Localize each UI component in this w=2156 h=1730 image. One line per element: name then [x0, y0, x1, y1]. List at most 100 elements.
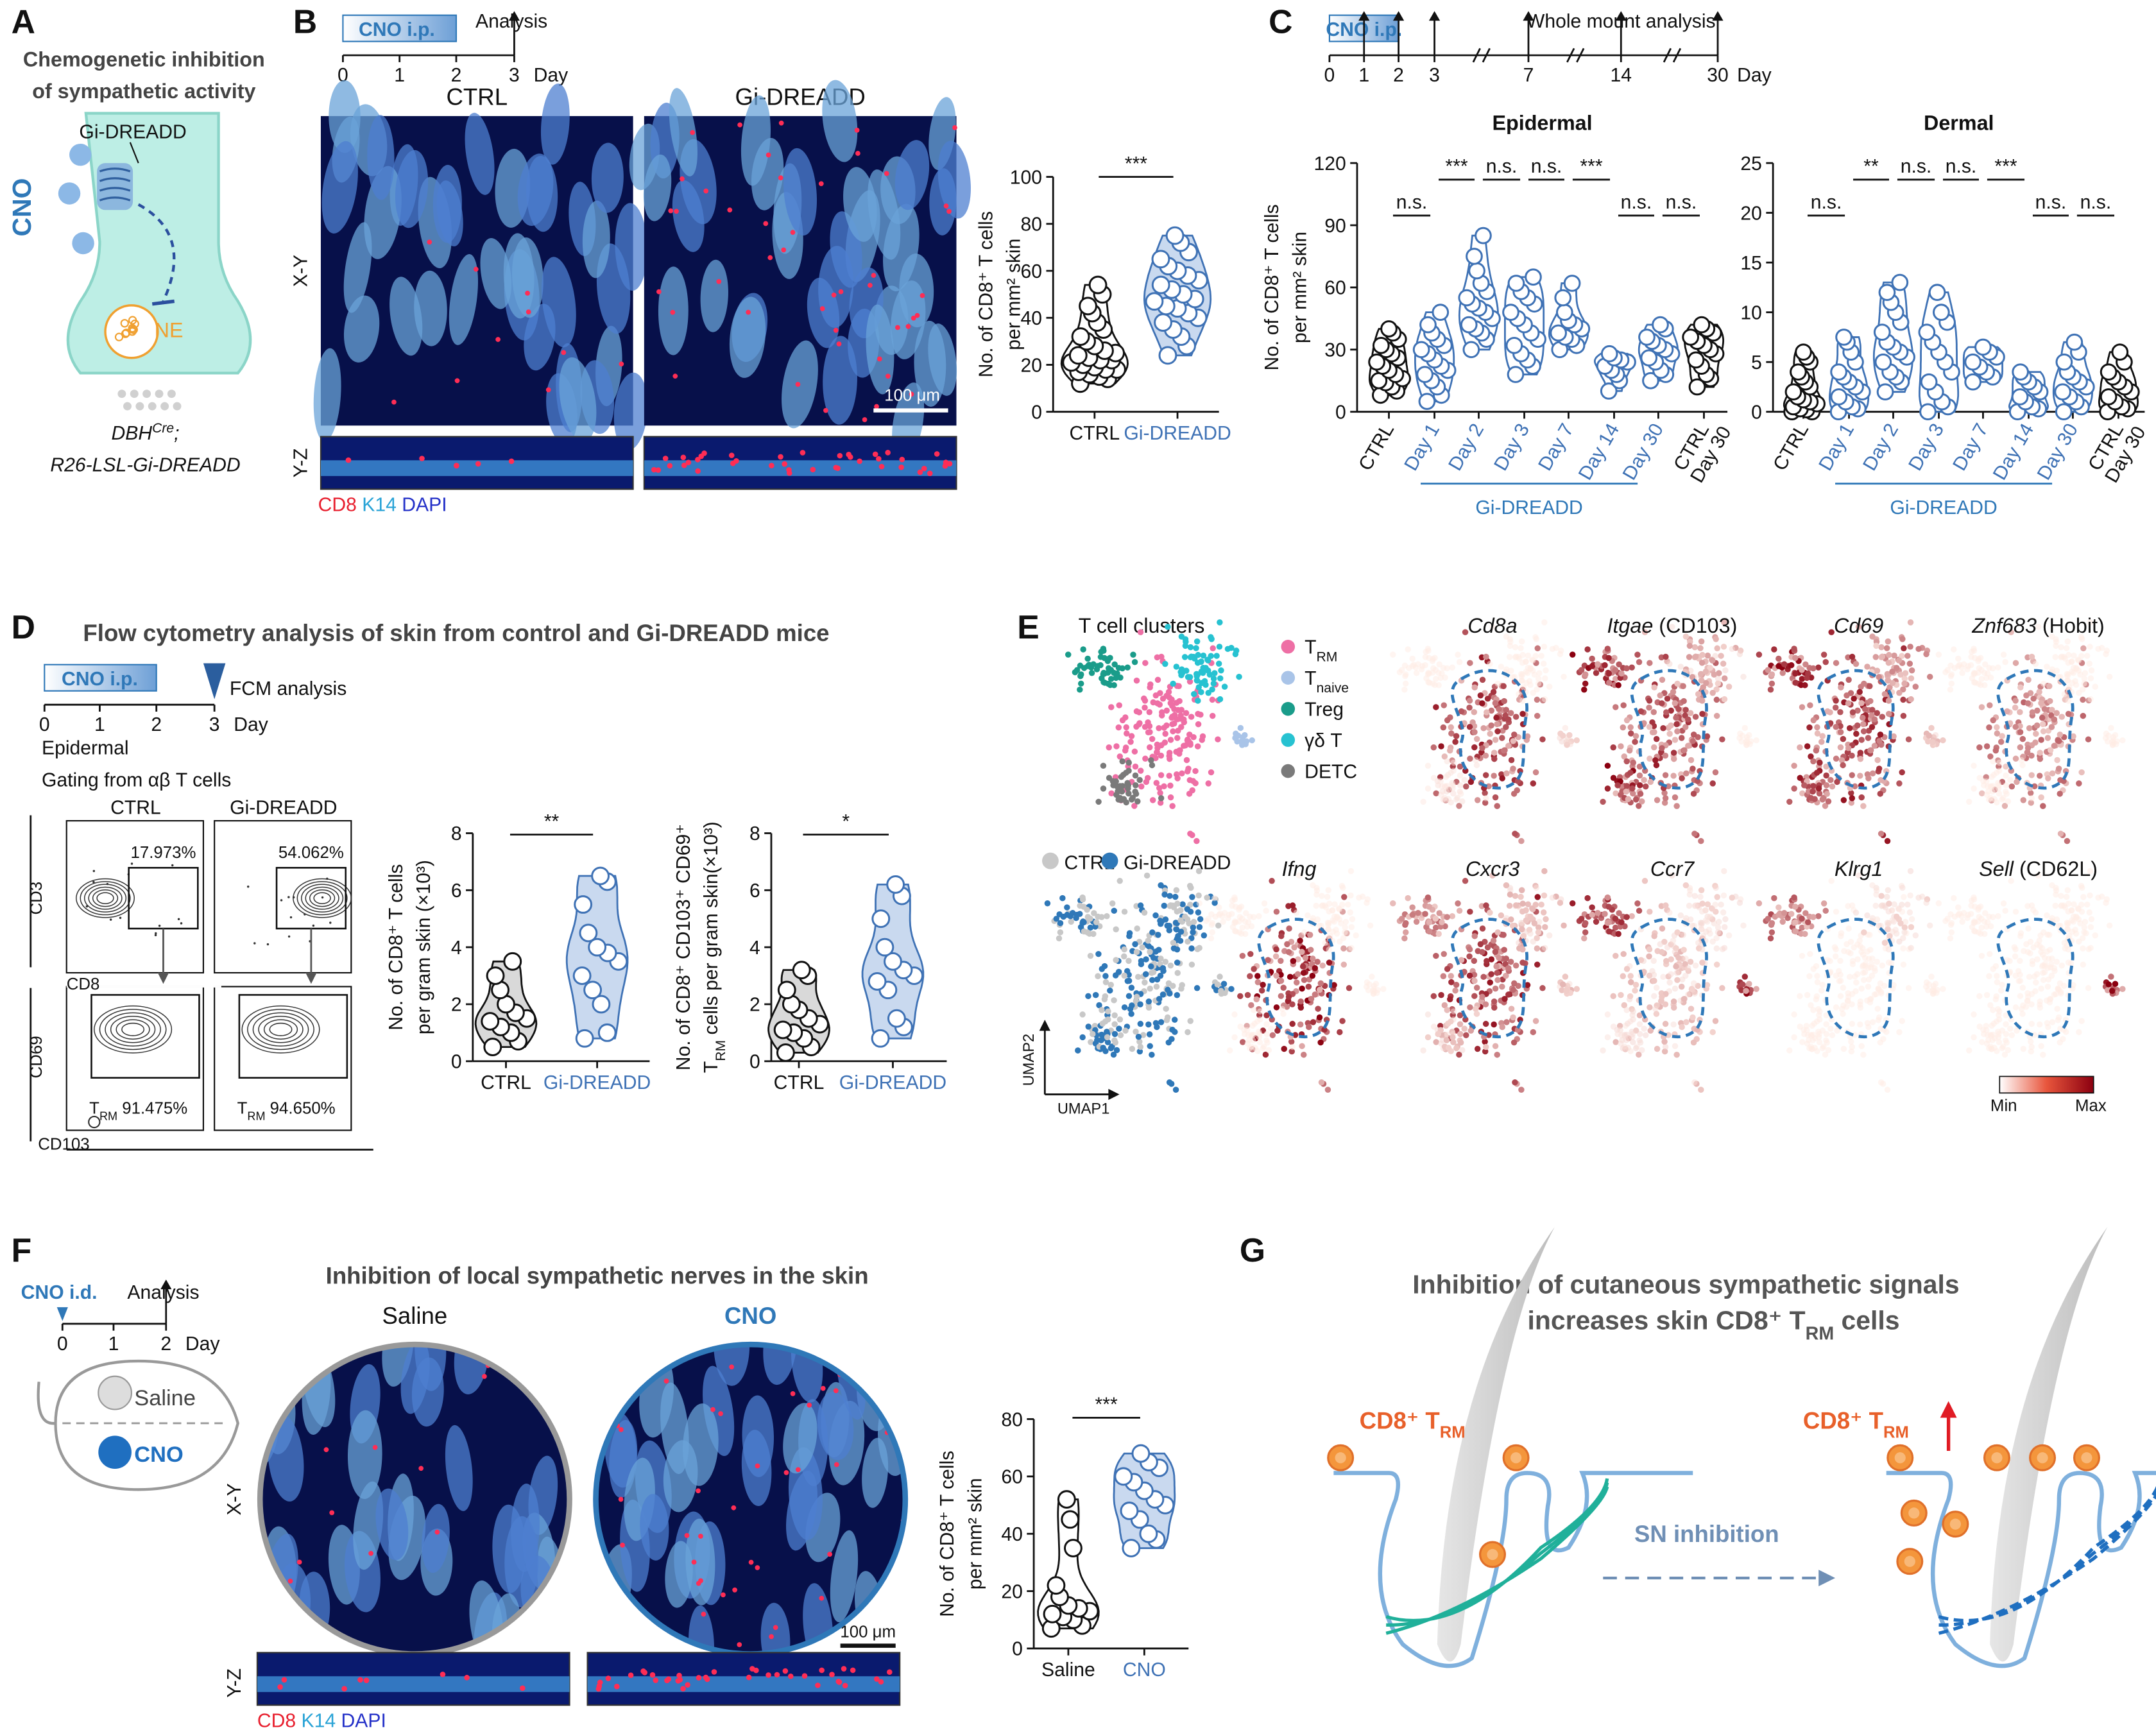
expression-dot — [1443, 1037, 1450, 1043]
data-point — [1068, 346, 1088, 365]
data-point — [1418, 393, 1436, 410]
expression-dot — [1494, 929, 1501, 936]
expression-dot — [1294, 971, 1301, 977]
arrow-head — [160, 1280, 172, 1290]
expression-dot — [1867, 946, 1874, 953]
cd8-cell — [675, 1678, 681, 1684]
umap-dot — [1190, 778, 1197, 784]
expression-dot — [1697, 671, 1704, 678]
expression-dot — [1491, 1004, 1498, 1011]
expression-dot — [2104, 738, 2111, 745]
trm-percent: TRM 94.650% — [237, 1100, 336, 1123]
expression-dot — [1720, 644, 1727, 650]
umap-dot — [1165, 624, 1171, 630]
umap-dot — [1162, 959, 1169, 965]
expression-dot — [2003, 1031, 2010, 1038]
expression-dot — [1712, 769, 1719, 776]
expression-dot — [1205, 916, 1211, 922]
umap-dot — [1112, 972, 1119, 979]
expression-dot — [1857, 749, 1864, 756]
expression-dot — [1430, 775, 1437, 782]
arrow-head — [1615, 11, 1627, 21]
expression-dot — [1322, 939, 1329, 946]
expression-dot — [2035, 872, 2042, 879]
expression-dot — [2018, 757, 2025, 764]
umap-dot — [1156, 946, 1162, 953]
cd8-cell — [628, 1672, 634, 1678]
expression-dot — [2053, 710, 2060, 717]
expression-dot — [2020, 797, 2027, 803]
expression-dot — [1492, 1043, 1499, 1049]
umap-dot — [1126, 933, 1133, 939]
expression-dot — [2028, 800, 2035, 806]
expression-dot — [2082, 918, 2089, 925]
umap-dot — [1187, 902, 1194, 908]
expression-dot — [1673, 721, 1680, 728]
expression-dot — [1680, 683, 1686, 690]
expression-dot — [1673, 1051, 1680, 1058]
expression-dot — [1767, 935, 1774, 942]
expression-dot — [1660, 724, 1666, 732]
axis-break — [1663, 47, 1672, 63]
expression-dot — [1768, 680, 1775, 687]
expression-dot — [1908, 923, 1915, 930]
cd8-cell — [341, 1686, 347, 1691]
expression-dot — [1629, 1034, 1636, 1041]
umap-dot — [1154, 1023, 1160, 1031]
expression-dot — [1698, 837, 1704, 844]
expression-dot — [1659, 993, 1665, 1000]
treatment-label: CNO i.p. — [359, 19, 435, 40]
expression-dot — [1716, 918, 1722, 925]
receptor-dot — [142, 390, 151, 398]
expression-dot — [1704, 652, 1711, 659]
expression-dot — [2037, 773, 2043, 779]
expression-dot — [2025, 676, 2032, 683]
expression-dot — [1626, 996, 1633, 1003]
umap-dot — [1116, 1016, 1124, 1023]
event-dot — [106, 882, 109, 886]
expression-dot — [1851, 696, 1857, 702]
cd8-cell — [823, 407, 828, 413]
expression-dot — [2088, 667, 2095, 674]
hair-follicle — [512, 237, 543, 318]
umap-dot — [1149, 735, 1156, 742]
expression-dot — [1226, 1047, 1233, 1054]
expression-dot — [1366, 981, 1373, 988]
expression-dot — [1951, 646, 1957, 653]
trm-outline — [1450, 669, 1528, 790]
expression-dot — [1698, 887, 1705, 893]
expression-dot — [1987, 674, 1994, 681]
hair-follicle — [313, 348, 341, 441]
umap-dot — [1124, 664, 1131, 671]
umap-dot — [1044, 900, 1051, 907]
expression-dot — [1814, 724, 1820, 731]
expression-dot — [1709, 657, 1716, 664]
expression-dot — [2023, 941, 2030, 948]
group-label: CTRL — [110, 797, 161, 818]
expression-dot — [1874, 959, 1881, 965]
expression-dot — [1864, 664, 1870, 670]
expression-dot — [1625, 1045, 1632, 1051]
expression-dot — [1698, 660, 1706, 666]
umap-dot — [1079, 1034, 1086, 1041]
expression-dot — [1488, 956, 1495, 963]
expression-dot — [1989, 665, 1996, 672]
expression-dot — [2105, 732, 2112, 739]
expression-dot — [1501, 946, 1507, 953]
genotype-part: ; — [174, 423, 179, 444]
expression-dot — [1855, 872, 1862, 879]
expression-dot — [1845, 700, 1852, 707]
expression-dot — [1274, 1027, 1281, 1034]
expression-dot — [1211, 895, 1218, 902]
umap-dot — [1148, 757, 1154, 764]
umap-dot — [1080, 646, 1086, 653]
umap-dot — [1159, 991, 1167, 998]
legend-label-part: T — [1305, 668, 1316, 689]
violin — [1458, 234, 1500, 351]
data-point — [1964, 373, 1982, 391]
significance-label: n.s. — [2080, 192, 2112, 213]
expression-dot — [1457, 791, 1464, 797]
expression-dot — [1589, 904, 1595, 911]
expression-dot — [1647, 755, 1653, 762]
scale-label: Max — [2075, 1097, 2107, 1115]
